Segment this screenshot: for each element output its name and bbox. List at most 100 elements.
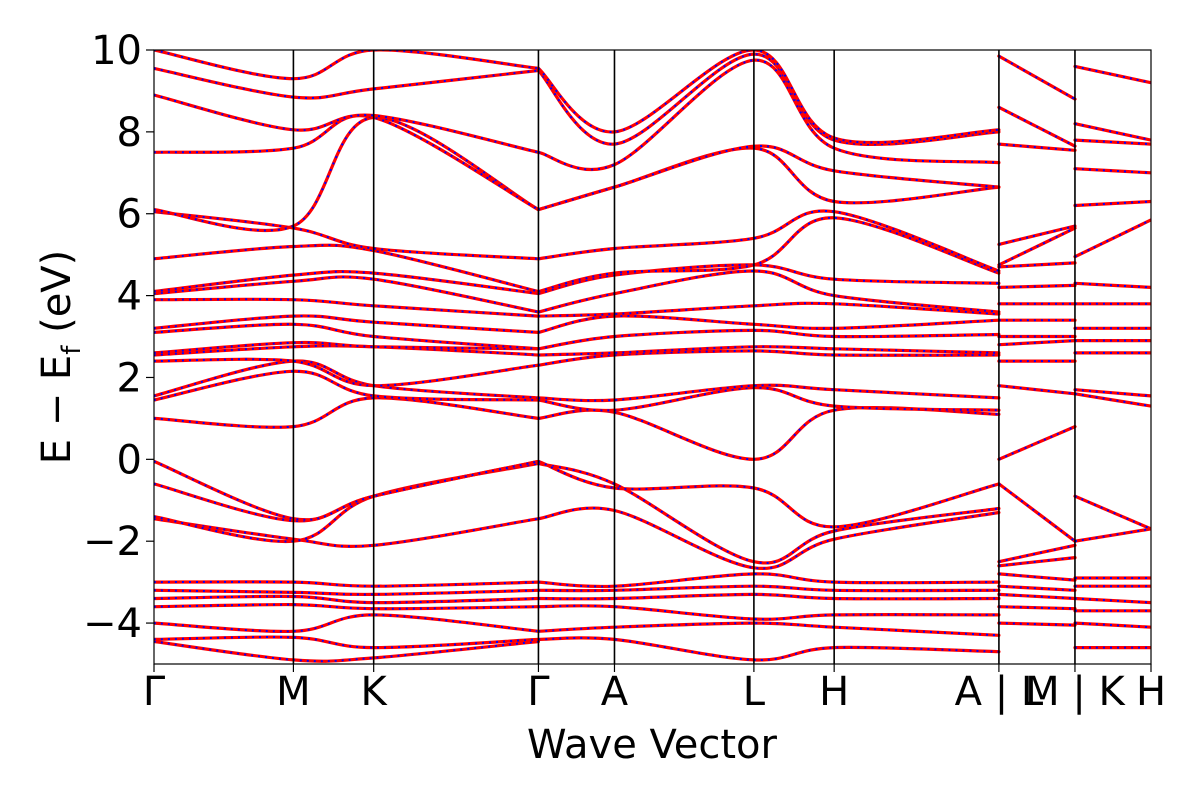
y-axis-title-subscript: f	[57, 345, 87, 355]
band-line-dotted-s0-b26	[154, 94, 539, 154]
band-line-dotted-s3-b18	[1074, 139, 1151, 146]
high-symmetry-lines	[292, 50, 1076, 664]
band-line-dotted-s0-b23	[154, 210, 539, 260]
x-axis-title: Wave Vector	[527, 722, 778, 768]
band-line-dotted-s0-b20	[154, 275, 539, 313]
band-line-s0-b5	[154, 588, 540, 597]
band-line-dotted-s3-b7	[1074, 495, 1151, 530]
band-line-dotted-s3-b14	[1074, 282, 1151, 289]
band-line-dotted-s3-b15	[1074, 218, 1151, 258]
band-line-s1-b5	[536, 572, 1001, 589]
y-tick-label: 4	[117, 274, 142, 320]
band-line-dotted-s2-b2	[998, 593, 1076, 600]
band-line-dotted-s0-b22	[154, 244, 539, 293]
bands-layer	[154, 50, 1151, 663]
band-line-dotted-s0-b24	[154, 116, 539, 232]
band-line-s2-b7	[997, 482, 1077, 543]
x-tick-label: H	[819, 669, 849, 715]
band-line-dotted-s0-b11	[154, 396, 539, 429]
band-line-dotted-s1-b8	[538, 460, 1000, 528]
band-line-s1-b0	[536, 636, 1001, 662]
band-line-s1-b22	[536, 144, 1001, 212]
band-line-s2-b18	[997, 224, 1077, 246]
band-line-s3-b20	[1073, 64, 1151, 85]
y-axis: 10 8 6 4 2 0 −2 −4	[83, 28, 154, 647]
band-line-s1-b2	[536, 604, 1001, 621]
x-tick-label: A | L	[955, 669, 1044, 715]
band-line-dotted-s3-b17	[1074, 167, 1151, 174]
band-line-s1-b3	[536, 592, 1001, 601]
band-line-dotted-s0-b8	[154, 462, 539, 543]
band-line-dotted-s1-b23	[538, 59, 999, 171]
band-line-dotted-s2-b15	[998, 284, 1076, 289]
x-tick-label: K	[361, 669, 389, 715]
band-line-dotted-s0-b14	[154, 358, 539, 387]
band-line-s1-b19	[536, 216, 1001, 294]
band-line-dotted-s3-b1	[1074, 622, 1151, 629]
band-line-s1-b7	[536, 461, 1001, 565]
band-line-dotted-s1-b18	[538, 263, 999, 295]
band-line-dotted-s0-b2	[154, 613, 539, 633]
y-axis-title-unit: (eV)	[34, 250, 80, 346]
band-line-s1-b9	[536, 405, 1001, 461]
band-line-dotted-s3-b9	[1074, 388, 1151, 397]
y-tick-label: 10	[91, 28, 142, 74]
band-line-dotted-s2-b19	[998, 143, 1076, 152]
band-line-dotted-s0-b27	[154, 67, 539, 99]
band-line-s0-b6	[154, 580, 540, 588]
y-axis-title-main: E − E	[34, 355, 80, 465]
band-line-s2-b6	[997, 543, 1077, 564]
band-line-dotted-s1-b7	[538, 462, 1000, 564]
y-tick-label: 8	[117, 110, 142, 156]
y-tick-label: 2	[117, 355, 142, 401]
band-line-s0-b18	[154, 314, 540, 334]
band-line-dotted-s0-b10	[154, 460, 539, 521]
band-line-s0-b17	[154, 322, 540, 351]
band-line-s0-b3	[154, 602, 540, 611]
band-line-dotted-s1-b3	[538, 593, 999, 600]
x-tick-label: A	[601, 669, 629, 715]
x-tick-label: H	[1136, 669, 1166, 715]
band-line-dotted-s0-b12	[154, 370, 539, 401]
y-tick-label: 6	[117, 192, 142, 238]
band-line-dotted-s3-b16	[1074, 200, 1151, 207]
plot-frame	[153, 49, 1152, 665]
band-line-dotted-s1-b21	[538, 147, 999, 211]
band-line-s0-b20	[154, 275, 540, 314]
band-line-dotted-s2-b9	[998, 384, 1076, 395]
band-line-s0-b2	[154, 613, 540, 634]
band-line-dotted-s2-b11	[998, 339, 1076, 346]
band-line-dotted-s1-b4	[538, 585, 999, 592]
y-tick-label: −2	[83, 519, 142, 565]
band-line-s0-b16	[154, 340, 540, 355]
band-line-dotted-s2-b21	[998, 55, 1076, 100]
band-line-s0-b27	[154, 66, 540, 100]
band-line-s1-b18	[536, 263, 1001, 296]
band-line-dotted-s2-b1	[998, 605, 1076, 610]
band-line-dotted-s3-b3	[1074, 597, 1151, 604]
x-tick-label: Γ	[143, 669, 166, 715]
band-line-s0-b7	[154, 517, 540, 548]
band-line-s1-b20	[536, 209, 1001, 273]
band-line-s1-b1	[536, 621, 1001, 637]
band-line-dotted-s2-b17	[998, 227, 1076, 266]
band-line-dotted-s2-b5	[998, 556, 1076, 567]
band-line-dotted-s1-b9	[538, 406, 999, 461]
band-line-dotted-s0-b13	[154, 360, 539, 399]
band-line-dotted-s2-b8	[998, 425, 1076, 461]
x-tick-label: L	[743, 669, 766, 715]
band-line-s0-b1	[154, 635, 540, 650]
y-tick-label: 0	[117, 437, 142, 483]
x-tick-label: Γ	[527, 669, 550, 715]
band-line-s3-b19	[1073, 122, 1151, 142]
band-line-s1-b21	[536, 146, 1001, 212]
band-line-s0-b4	[154, 594, 540, 605]
band-line-s0-b28	[154, 50, 540, 81]
x-tick-label: M	[276, 669, 311, 715]
band-line-dotted-s0-b7	[154, 517, 539, 548]
band-line-s0-b25	[154, 114, 540, 212]
band-line-dotted-s2-b16	[998, 261, 1076, 268]
band-line-s3-b8	[1073, 392, 1151, 408]
